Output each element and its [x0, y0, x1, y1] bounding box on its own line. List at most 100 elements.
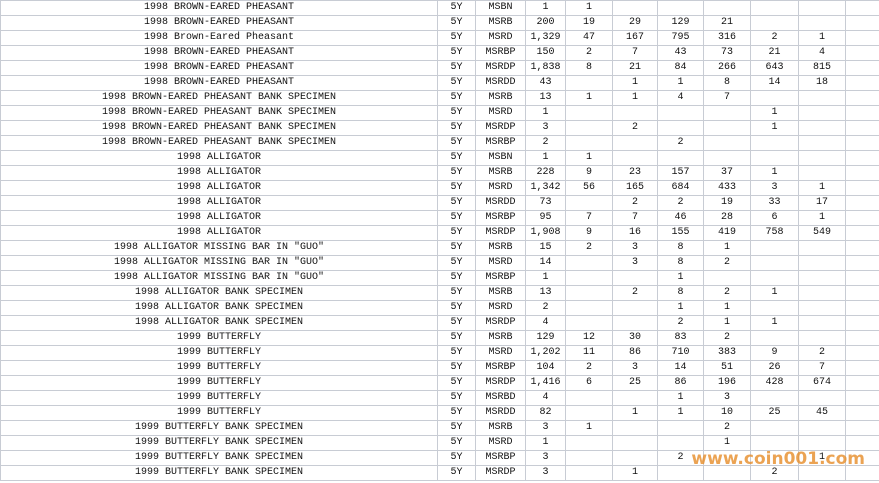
table-row: 1998 BROWN-EARED PHEASANT 5Y MSRBP 150 2 7 43 7…: [0, 45, 879, 61]
table-cell: 1998 Brown-Eared Pheasant: [0, 30, 438, 46]
table-cell: 1998 ALLIGATOR BANK SPECIMEN: [0, 315, 438, 331]
table-cell: 1,908: [525, 225, 566, 241]
table-cell: 23: [612, 165, 658, 181]
table-cell: 5Y: [437, 120, 476, 136]
table-cell: [565, 390, 613, 406]
table-cell: MSRBP: [475, 135, 526, 151]
table-cell: [612, 270, 658, 286]
table-cell: 1999 BUTTERFLY: [0, 360, 438, 376]
table-cell: [750, 420, 799, 436]
table-cell: [845, 405, 879, 421]
table-cell: 1: [612, 405, 658, 421]
table-cell: 3: [612, 360, 658, 376]
table-cell: [798, 165, 846, 181]
table-cell: 1: [750, 285, 799, 301]
table-cell: [798, 15, 846, 31]
table-cell: 2: [612, 120, 658, 136]
table-cell: 5Y: [437, 360, 476, 376]
table-cell: 1: [565, 90, 613, 106]
table-cell: 419: [703, 225, 751, 241]
table-cell: 25: [750, 405, 799, 421]
table-cell: 1: [525, 270, 566, 286]
table-cell: 8: [657, 285, 704, 301]
table-cell: [612, 420, 658, 436]
table-cell: 5Y: [437, 135, 476, 151]
table-cell: 3: [525, 420, 566, 436]
table-cell: 8: [657, 255, 704, 271]
table-cell: [750, 255, 799, 271]
table-cell: [612, 450, 658, 466]
table-cell: 1998 ALLIGATOR: [0, 195, 438, 211]
table-cell: [845, 345, 879, 361]
table-cell: MSRBP: [475, 270, 526, 286]
table-cell: 4: [525, 315, 566, 331]
table-cell: [845, 195, 879, 211]
table-cell: 1998 BROWN-EARED PHEASANT BANK SPECIMEN: [0, 105, 438, 121]
table-cell: 11: [565, 345, 613, 361]
table-cell: 8: [565, 60, 613, 76]
table-cell: [565, 270, 613, 286]
table-cell: 1: [750, 105, 799, 121]
table-cell: [798, 120, 846, 136]
table-cell: 1998 BROWN-EARED PHEASANT BANK SPECIMEN: [0, 90, 438, 106]
table-cell: 5Y: [437, 210, 476, 226]
table-cell: 13: [525, 285, 566, 301]
table-row: 1998 BROWN-EARED PHEASANT 5Y MSRB 200 19 29 12…: [0, 15, 879, 31]
table-cell: 2: [565, 45, 613, 61]
table-cell: [845, 375, 879, 391]
table-cell: [750, 15, 799, 31]
table-cell: 428: [750, 375, 799, 391]
table-cell: [845, 180, 879, 196]
table-cell: [565, 315, 613, 331]
table-cell: [798, 270, 846, 286]
table-cell: 1: [657, 75, 704, 91]
table-cell: [845, 300, 879, 316]
table-cell: 1999 BUTTERFLY BANK SPECIMEN: [0, 465, 438, 481]
table-cell: [703, 270, 751, 286]
table-cell: [703, 135, 751, 151]
table-cell: 1: [565, 150, 613, 166]
table-cell: 1: [612, 465, 658, 481]
table-cell: [612, 150, 658, 166]
table-cell: 1998 BROWN-EARED PHEASANT BANK SPECIMEN: [0, 135, 438, 151]
table-cell: [845, 390, 879, 406]
table-cell: [750, 240, 799, 256]
table-cell: MSRB: [475, 240, 526, 256]
table-cell: 46: [657, 210, 704, 226]
table-cell: 815: [798, 60, 846, 76]
table-cell: 5Y: [437, 300, 476, 316]
table-cell: 316: [703, 30, 751, 46]
table-cell: 7: [612, 45, 658, 61]
table-cell: 16: [612, 225, 658, 241]
table-cell: 51: [703, 360, 751, 376]
table-cell: 29: [612, 15, 658, 31]
table-cell: 200: [525, 15, 566, 31]
table-cell: 5Y: [437, 150, 476, 166]
table-cell: MSRBP: [475, 210, 526, 226]
table-cell: 56: [565, 180, 613, 196]
table-cell: 167: [612, 30, 658, 46]
table-cell: 2: [798, 345, 846, 361]
table-cell: 5Y: [437, 270, 476, 286]
table-cell: 3: [525, 465, 566, 481]
table-row: 1998 ALLIGATOR 5Y MSRDP 1,908 9 16 155 419 758 54…: [0, 225, 879, 241]
table-cell: [798, 105, 846, 121]
table-cell: 95: [525, 210, 566, 226]
table-cell: [750, 150, 799, 166]
table-cell: 1998 BROWN-EARED PHEASANT: [0, 15, 438, 31]
table-cell: 3: [612, 240, 658, 256]
table-row: 1999 BUTTERFLY BANK SPECIMEN 5Y MSRB 3 1 2: [0, 420, 879, 436]
table-row: 1998 ALLIGATOR 5Y MSRDD 73 2 2 19 33 17: [0, 195, 879, 211]
table-cell: 129: [657, 15, 704, 31]
table-cell: [750, 270, 799, 286]
table-cell: 14: [750, 75, 799, 91]
table-cell: 8: [703, 75, 751, 91]
table-cell: [845, 60, 879, 76]
table-cell: MSRD: [475, 300, 526, 316]
table-cell: [798, 315, 846, 331]
table-cell: 549: [798, 225, 846, 241]
table-cell: [565, 135, 613, 151]
table-cell: 1999 BUTTERFLY BANK SPECIMEN: [0, 420, 438, 436]
table-cell: 19: [703, 195, 751, 211]
table-cell: 43: [657, 45, 704, 61]
